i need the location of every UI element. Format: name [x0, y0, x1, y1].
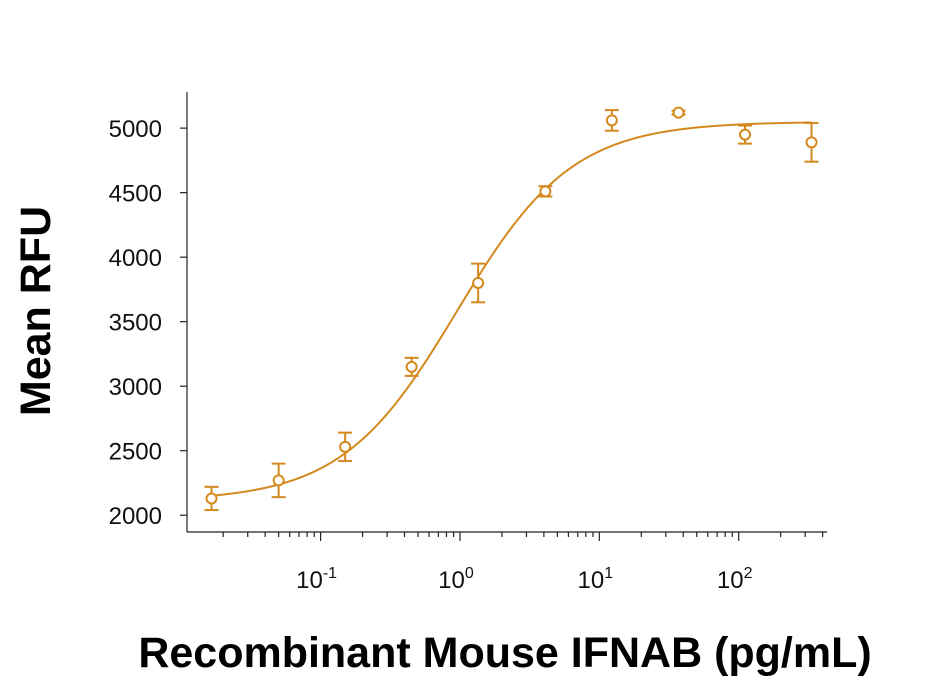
point-marker: [339, 440, 352, 453]
x-tick-exponent: 0: [465, 565, 474, 582]
point-marker: [805, 136, 818, 149]
x-tick-label: 100: [438, 565, 474, 594]
y-tick-label: 3000: [109, 374, 162, 401]
fit-curve: [211, 121, 812, 497]
y-tick-label: 4500: [109, 181, 162, 208]
x-tick-exponent: 1: [604, 565, 613, 582]
point-marker: [672, 106, 685, 119]
data-point: [804, 121, 819, 163]
point-marker: [405, 360, 418, 373]
y-axis: 2000 2500 3000 3500 4000 4500 5000: [109, 92, 188, 532]
point-marker: [739, 128, 752, 141]
data-point: [471, 262, 486, 304]
series-layer: [204, 106, 819, 512]
point-marker: [472, 276, 485, 289]
data-point: [404, 356, 419, 377]
x-axis: 10-1 100 101 102: [187, 531, 827, 594]
y-tick-label: 3500: [109, 310, 162, 337]
x-tick-label: 10-1: [296, 565, 337, 594]
x-tick-label: 102: [717, 565, 753, 594]
data-point: [204, 485, 219, 512]
point-marker: [205, 492, 218, 505]
x-tick-label: 101: [578, 565, 614, 594]
point-marker: [272, 474, 285, 487]
data-point: [338, 431, 353, 463]
data-point: [671, 106, 686, 119]
point-marker: [605, 114, 618, 127]
data-point: [604, 109, 619, 132]
y-tick-label: 2000: [109, 503, 162, 530]
y-tick-label: 2500: [109, 439, 162, 466]
x-tick-exponent: -1: [323, 565, 337, 582]
point-marker: [539, 185, 552, 198]
y-tick-label: 4000: [109, 245, 162, 272]
x-axis-title: Recombinant Mouse IFNAB (pg/mL): [138, 629, 871, 677]
y-axis-title: Mean RFU: [12, 206, 60, 416]
data-point: [271, 462, 286, 499]
data-point: [738, 124, 753, 145]
y-tick-label: 5000: [109, 116, 162, 143]
x-tick-exponent: 2: [744, 565, 753, 582]
data-point: [538, 185, 553, 198]
